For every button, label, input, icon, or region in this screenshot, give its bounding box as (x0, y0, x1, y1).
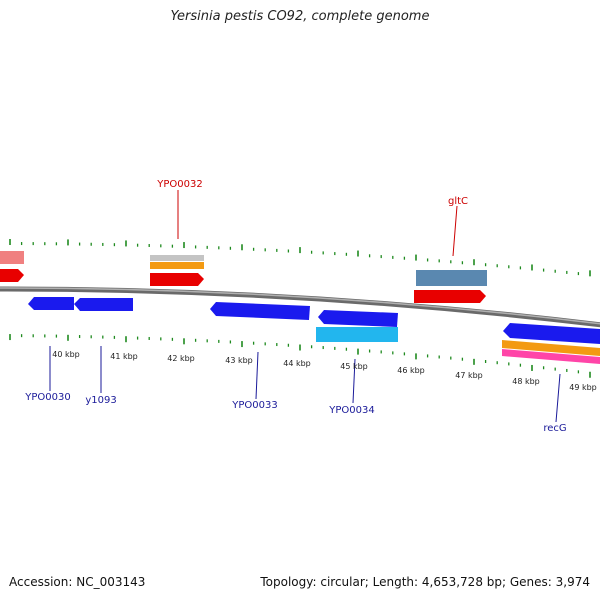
feature-cyan-bar[interactable] (316, 327, 398, 342)
kbp-label: 47 kbp (455, 371, 483, 380)
kbp-label: 44 kbp (283, 359, 311, 368)
feature-orange-bar[interactable] (502, 340, 600, 356)
kbp-label: 42 kbp (167, 354, 195, 363)
leader-recg (555, 373, 561, 423)
feature-gltc[interactable] (414, 270, 487, 303)
leader-ypo0033 (255, 351, 259, 400)
feature-left-edge[interactable] (0, 251, 24, 282)
feature-pink-bar[interactable] (502, 349, 600, 364)
genome-stats-text: Topology: circular; Length: 4,653,728 bp… (260, 575, 590, 589)
feature-ypo0030-arrow[interactable] (28, 297, 74, 310)
forward-strand-features (0, 251, 487, 303)
kbp-label: 46 kbp (397, 366, 425, 375)
genome-backbone-highlight (0, 287, 600, 325)
reverse-strand-features (28, 297, 600, 364)
label-ypo0032[interactable]: YPO0032 (156, 179, 202, 190)
feature-ypo0033-arrow[interactable] (210, 302, 310, 320)
label-y1093[interactable]: y1093 (85, 395, 116, 406)
kbp-label: 48 kbp (512, 377, 540, 386)
kbp-label: 41 kbp (110, 352, 138, 361)
inner-tick-row (9, 334, 591, 378)
leader-ypo0034 (352, 358, 356, 404)
label-ypo0033[interactable]: YPO0033 (231, 400, 277, 411)
kbp-scale-labels: 40 kbp 41 kbp 42 kbp 43 kbp 44 kbp 45 kb… (52, 350, 597, 392)
leader-gltc (452, 205, 458, 257)
accession-text: Accession: NC_003143 (9, 575, 146, 589)
feature-y1093-arrow[interactable] (74, 298, 133, 311)
gene-labels: YPO0032 gltC YPO0030 y1093 YPO0033 YPO00… (24, 179, 566, 434)
feature-red-arrow[interactable] (0, 269, 24, 282)
kbp-label: 45 kbp (340, 362, 368, 371)
feature-red-arrow[interactable] (414, 290, 486, 303)
outer-tick-row (9, 239, 591, 277)
kbp-label: 49 kbp (569, 383, 597, 392)
map-title: Yersinia pestis CO92, complete genome (170, 9, 430, 24)
label-ypo0030[interactable]: YPO0030 (24, 392, 70, 403)
kbp-label: 43 kbp (225, 356, 253, 365)
feature-ypo0032[interactable] (150, 255, 204, 286)
feature-light-red[interactable] (0, 251, 24, 264)
feature-steelblue-bar[interactable] (416, 270, 487, 286)
label-ypo0034[interactable]: YPO0034 (328, 405, 374, 416)
feature-red-arrow[interactable] (150, 273, 204, 286)
feature-orange-bar[interactable] (150, 262, 204, 269)
label-gltc[interactable]: gltC (448, 196, 468, 207)
label-leaders (49, 190, 561, 423)
kbp-label: 40 kbp (52, 350, 80, 359)
feature-grey-bar[interactable] (150, 255, 204, 261)
genome-backbone (0, 286, 600, 328)
feature-recg-arrow[interactable] (503, 323, 600, 344)
feature-ypo0034-arrow[interactable] (318, 310, 398, 327)
label-recg[interactable]: recG (543, 423, 566, 434)
